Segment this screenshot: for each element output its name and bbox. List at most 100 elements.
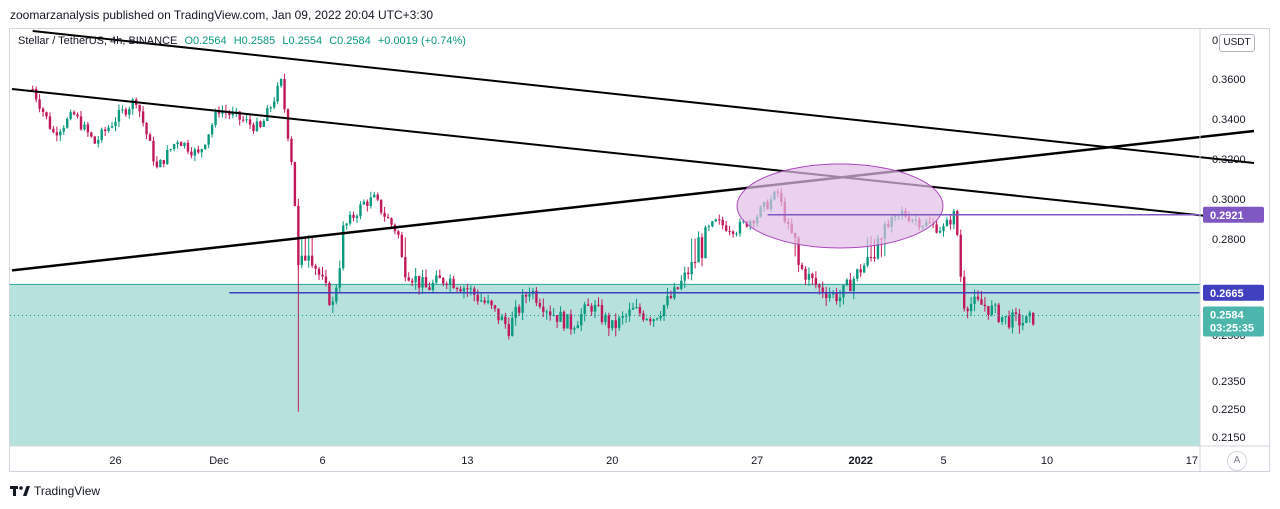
candle — [72, 110, 76, 116]
candle-body — [304, 255, 307, 261]
candle — [642, 310, 645, 322]
candle — [825, 286, 828, 306]
candle — [76, 112, 79, 119]
candle — [562, 310, 566, 331]
candle — [697, 231, 700, 263]
candle-body — [262, 121, 266, 127]
candle — [1004, 315, 1007, 325]
candle — [511, 311, 514, 337]
candle-body — [535, 290, 538, 303]
candle-body — [580, 314, 583, 326]
candle — [269, 106, 272, 113]
candle-body — [48, 116, 52, 129]
candle — [490, 299, 493, 310]
candle-body — [204, 144, 207, 150]
candle-body — [193, 149, 197, 156]
candle — [404, 237, 407, 282]
candle-body — [814, 277, 818, 285]
candle-body — [517, 306, 521, 313]
level-tag-blue-text: 0.2665 — [1210, 288, 1244, 300]
candle — [248, 114, 252, 130]
candle — [48, 112, 52, 130]
candle — [179, 141, 183, 147]
candle — [266, 105, 269, 122]
candle — [835, 288, 838, 305]
candle — [535, 287, 538, 307]
candle-body — [1000, 316, 1004, 322]
candle-body — [335, 287, 338, 302]
level-tag-blue-bg — [1203, 284, 1264, 301]
candle-body — [738, 221, 742, 234]
candle-body — [452, 278, 455, 289]
candle-body — [966, 308, 969, 312]
candle-body — [952, 211, 956, 225]
candle — [862, 263, 866, 273]
candle-body — [66, 118, 69, 128]
candle — [969, 297, 973, 316]
footer-brand: TradingView — [34, 484, 101, 498]
candle-body — [828, 294, 831, 299]
candle — [183, 142, 186, 149]
candle — [607, 312, 611, 337]
publish-line: zoomarzanalysis published on TradingView… — [10, 8, 434, 22]
candle — [145, 122, 148, 140]
candle-body — [166, 150, 169, 165]
candle-body — [697, 237, 700, 263]
candle — [455, 286, 459, 292]
candle-body — [97, 140, 100, 144]
candle — [680, 275, 683, 291]
candle-body — [718, 219, 721, 221]
x-tick-label: 2022 — [848, 455, 872, 467]
candle — [849, 273, 852, 292]
candle — [504, 312, 507, 329]
candle-body — [438, 275, 441, 279]
candle-body — [138, 104, 141, 112]
candle — [273, 97, 276, 110]
candle — [331, 296, 335, 313]
candle — [624, 313, 628, 323]
candle-body — [386, 216, 390, 219]
trendline-ascending — [11, 129, 1255, 272]
candle — [438, 269, 441, 279]
candle-body — [300, 255, 303, 265]
y-tick-label: 0.3200 — [1212, 154, 1246, 166]
candle-body — [549, 311, 552, 316]
candle-body — [538, 302, 542, 307]
candle — [949, 214, 952, 230]
candle-body — [273, 101, 276, 108]
candle-body — [555, 315, 559, 322]
candle-body — [179, 142, 183, 147]
candle-body — [976, 296, 980, 300]
candle-body — [500, 316, 504, 321]
currency-button[interactable]: USDT — [1219, 34, 1255, 52]
candle — [466, 283, 469, 297]
candle-body — [366, 201, 369, 206]
candle — [86, 121, 90, 137]
candle — [959, 229, 962, 282]
candle — [856, 268, 859, 282]
candle — [500, 313, 504, 321]
candle-body — [38, 99, 41, 109]
candle-body — [480, 300, 483, 302]
candle — [317, 266, 321, 281]
y-tick-label: 0.2150 — [1212, 432, 1246, 444]
candle — [141, 106, 145, 127]
candle — [655, 317, 659, 321]
candle-body — [804, 268, 807, 280]
candle-body — [676, 287, 680, 289]
candle — [172, 143, 176, 152]
candle-body — [183, 142, 186, 147]
candle-body — [172, 144, 176, 150]
candle — [807, 267, 811, 286]
candle-body — [352, 214, 355, 218]
candle — [110, 121, 114, 129]
auto-scale-button[interactable]: A — [1227, 451, 1247, 471]
candle — [55, 126, 59, 142]
candle — [445, 281, 448, 290]
candle-body — [597, 304, 600, 306]
candle-body — [317, 268, 321, 275]
candle-body — [69, 112, 72, 119]
candle — [693, 238, 697, 269]
candle-body — [1011, 312, 1014, 328]
